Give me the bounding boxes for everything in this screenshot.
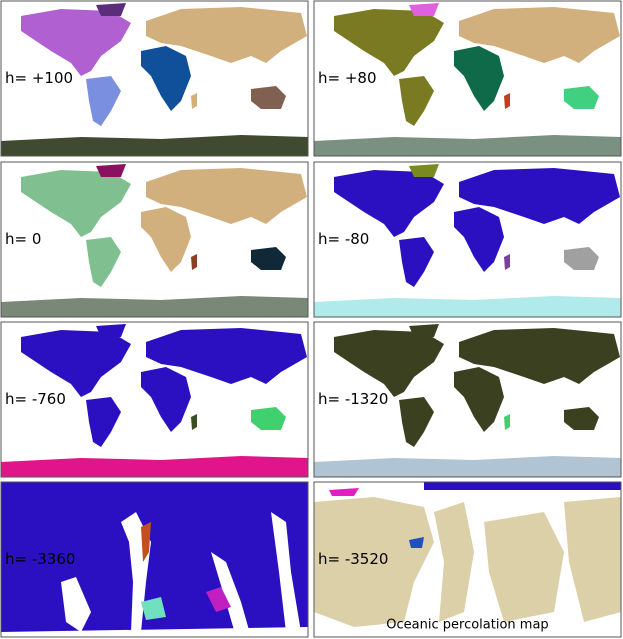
panel-border	[313, 481, 622, 638]
landmass	[454, 46, 504, 111]
panel-border	[0, 481, 309, 638]
ocean-cluster	[314, 497, 434, 627]
panel-label: h= -760	[5, 390, 66, 408]
landmass	[459, 328, 620, 384]
landmass	[86, 397, 121, 447]
landmass	[314, 296, 621, 317]
cluster	[206, 587, 231, 612]
map-panel: h= 0	[0, 161, 309, 318]
landmass	[21, 330, 131, 397]
ridge-gap	[211, 552, 251, 637]
landmass	[564, 407, 599, 430]
landmass	[251, 407, 286, 430]
landmass	[141, 207, 191, 272]
panel-border	[0, 0, 309, 157]
landmass	[96, 164, 126, 177]
landmass	[96, 324, 126, 337]
landmass	[504, 414, 510, 430]
panel-label: h= -1320	[318, 390, 388, 408]
cluster	[329, 488, 359, 496]
landmass	[191, 254, 197, 270]
landmass	[1, 135, 308, 156]
ridge-gap	[61, 577, 91, 632]
landmass	[96, 3, 126, 16]
ocean-cluster	[434, 502, 474, 622]
landmass	[459, 7, 620, 63]
panel-border	[0, 321, 309, 478]
cluster	[141, 522, 151, 562]
landmass	[146, 7, 307, 63]
map-panel: h= -760	[0, 321, 309, 478]
landmass	[454, 207, 504, 272]
landmass	[314, 456, 621, 477]
landmass	[334, 9, 444, 76]
landmass	[191, 414, 197, 430]
map-panel: h= -3360	[0, 481, 309, 638]
landmass	[409, 3, 439, 16]
landmass	[86, 76, 121, 126]
panel-label: h= -3520	[318, 550, 388, 568]
landmass	[399, 76, 434, 126]
landmass	[146, 328, 307, 384]
map-panel: h= +100	[0, 0, 309, 157]
landmass	[334, 170, 444, 237]
landmass	[251, 86, 286, 109]
landmass	[1, 296, 308, 317]
landmass	[314, 135, 621, 156]
panel-label: h= 0	[5, 230, 41, 248]
landmass	[459, 168, 620, 224]
cluster	[141, 597, 166, 620]
caption: Oceanic percolation map	[386, 618, 548, 633]
panel-border	[313, 321, 622, 478]
landmass	[504, 254, 510, 270]
landmass	[334, 330, 444, 397]
landmass	[564, 247, 599, 270]
ocean-cluster	[564, 497, 621, 622]
cluster	[409, 537, 424, 548]
landmass	[191, 93, 197, 109]
panel-border	[313, 0, 622, 157]
landmass	[409, 164, 439, 177]
panel-border	[0, 161, 309, 318]
panel-label: h= +100	[5, 69, 73, 87]
landmass	[504, 93, 510, 109]
landmass	[399, 237, 434, 287]
ocean-cluster	[424, 482, 621, 490]
landmass	[141, 46, 191, 111]
panel-label: h= +80	[318, 69, 377, 87]
landmass	[141, 367, 191, 432]
panel-label: h= -3360	[5, 550, 75, 568]
map-panel: h= -3520 Oceanic percolation map	[313, 481, 622, 638]
panel-border	[313, 161, 622, 318]
panel-label: h= -80	[318, 230, 369, 248]
ocean-cluster	[484, 512, 564, 622]
ridge-gap	[271, 512, 301, 632]
landmass	[454, 367, 504, 432]
landmass	[251, 247, 286, 270]
map-panel: h= +80	[313, 0, 622, 157]
map-panel: h= -80	[313, 161, 622, 318]
landmass	[409, 324, 439, 337]
landmass	[1, 456, 308, 477]
landmass	[86, 237, 121, 287]
landmass	[21, 170, 131, 237]
ridge-gap	[1, 627, 308, 637]
landmass	[399, 397, 434, 447]
landmass	[21, 9, 131, 76]
map-panel: h= -1320	[313, 321, 622, 478]
landmass	[564, 86, 599, 109]
landmass	[146, 168, 307, 224]
